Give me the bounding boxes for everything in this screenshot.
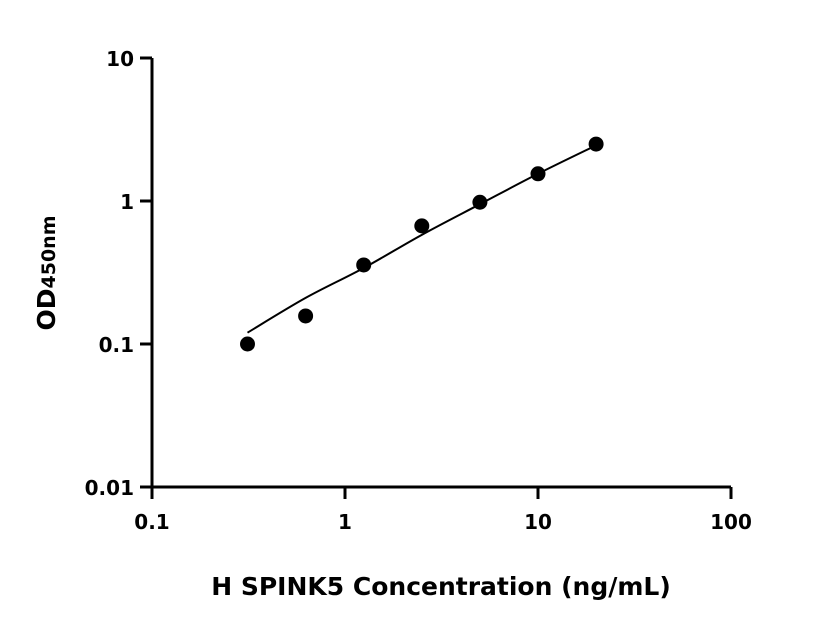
y-tick-label: 0.01 bbox=[85, 476, 134, 500]
y-tick-label: 0.1 bbox=[99, 333, 134, 357]
data-point bbox=[240, 336, 256, 352]
data-points bbox=[240, 136, 604, 352]
x-tick-label: 100 bbox=[710, 510, 752, 534]
y-tick-labels: 0.01 0.1 1 10 bbox=[85, 47, 134, 500]
y-axis-title: OD450nm bbox=[32, 215, 61, 330]
axes bbox=[140, 56, 733, 499]
x-axis-title: H SPINK5 Concentration (ng/mL) bbox=[211, 572, 671, 601]
data-point bbox=[530, 166, 546, 182]
data-point bbox=[356, 257, 372, 273]
x-tick-label: 0.1 bbox=[134, 510, 169, 534]
y-tick-label: 10 bbox=[106, 47, 134, 71]
data-point bbox=[472, 194, 488, 210]
data-point bbox=[588, 136, 604, 152]
y-axis-title-main: OD bbox=[32, 288, 61, 330]
data-point bbox=[298, 308, 314, 324]
x-tick-label: 1 bbox=[338, 510, 352, 534]
y-axis-title-sub: 450nm bbox=[38, 215, 60, 288]
data-point bbox=[414, 218, 430, 234]
x-tick-labels: 0.1 1 10 100 bbox=[134, 510, 752, 534]
x-tick-label: 10 bbox=[524, 510, 552, 534]
y-tick-label: 1 bbox=[120, 190, 134, 214]
